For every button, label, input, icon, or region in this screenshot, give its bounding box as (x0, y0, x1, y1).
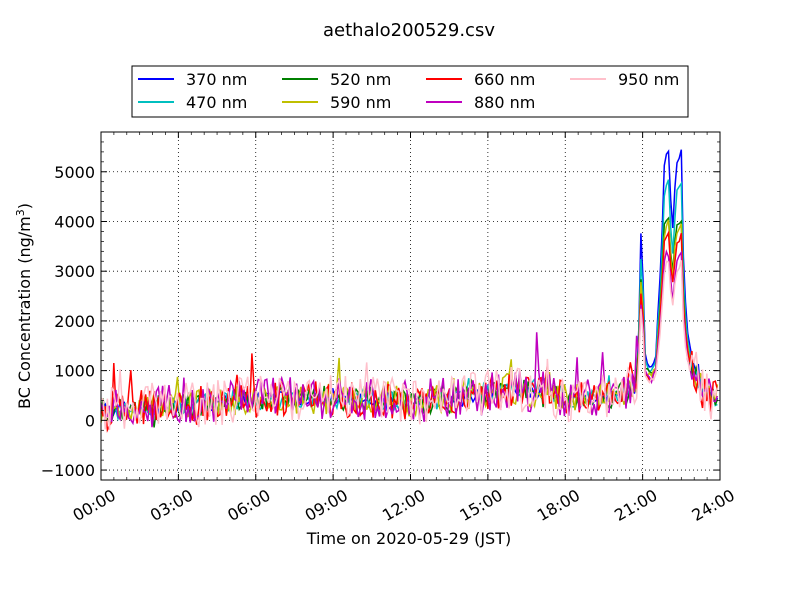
x-axis-label: Time on 2020-05-29 (JST) (306, 529, 511, 548)
y-tick-label: 0 (85, 411, 95, 430)
plot-background (101, 132, 720, 480)
chart-title: aethalo200529.csv (323, 20, 495, 41)
legend-label: 470 nm (186, 93, 247, 112)
y-tick-label: 1000 (54, 362, 95, 381)
ticks (100, 131, 721, 481)
legend-label: 590 nm (330, 93, 391, 112)
legend-label: 520 nm (330, 70, 391, 89)
legend-frame (131, 65, 689, 118)
y-tick-label: −1000 (41, 461, 95, 480)
y-tick-label: 2000 (54, 312, 95, 331)
legend-label: 950 nm (618, 70, 679, 89)
y-axis-label: BC Concentration (ng/m3) (14, 203, 34, 409)
legend-label: 660 nm (474, 70, 535, 89)
legend-label: 880 nm (474, 93, 535, 112)
y-tick-label: 3000 (54, 262, 95, 281)
legend: 370 nm 470 nm 520 nm 590 nm 660 nm 880 nm 950 … (131, 65, 689, 118)
plot-area: 00:00 03:00 06:00 09:00 12:00 15:00 18:00 21:00… (41, 131, 738, 525)
legend-label: 370 nm (186, 70, 247, 89)
series-line (101, 260, 719, 430)
y-tick-label: 4000 (54, 212, 95, 231)
y-tick-label: 5000 (54, 163, 95, 182)
